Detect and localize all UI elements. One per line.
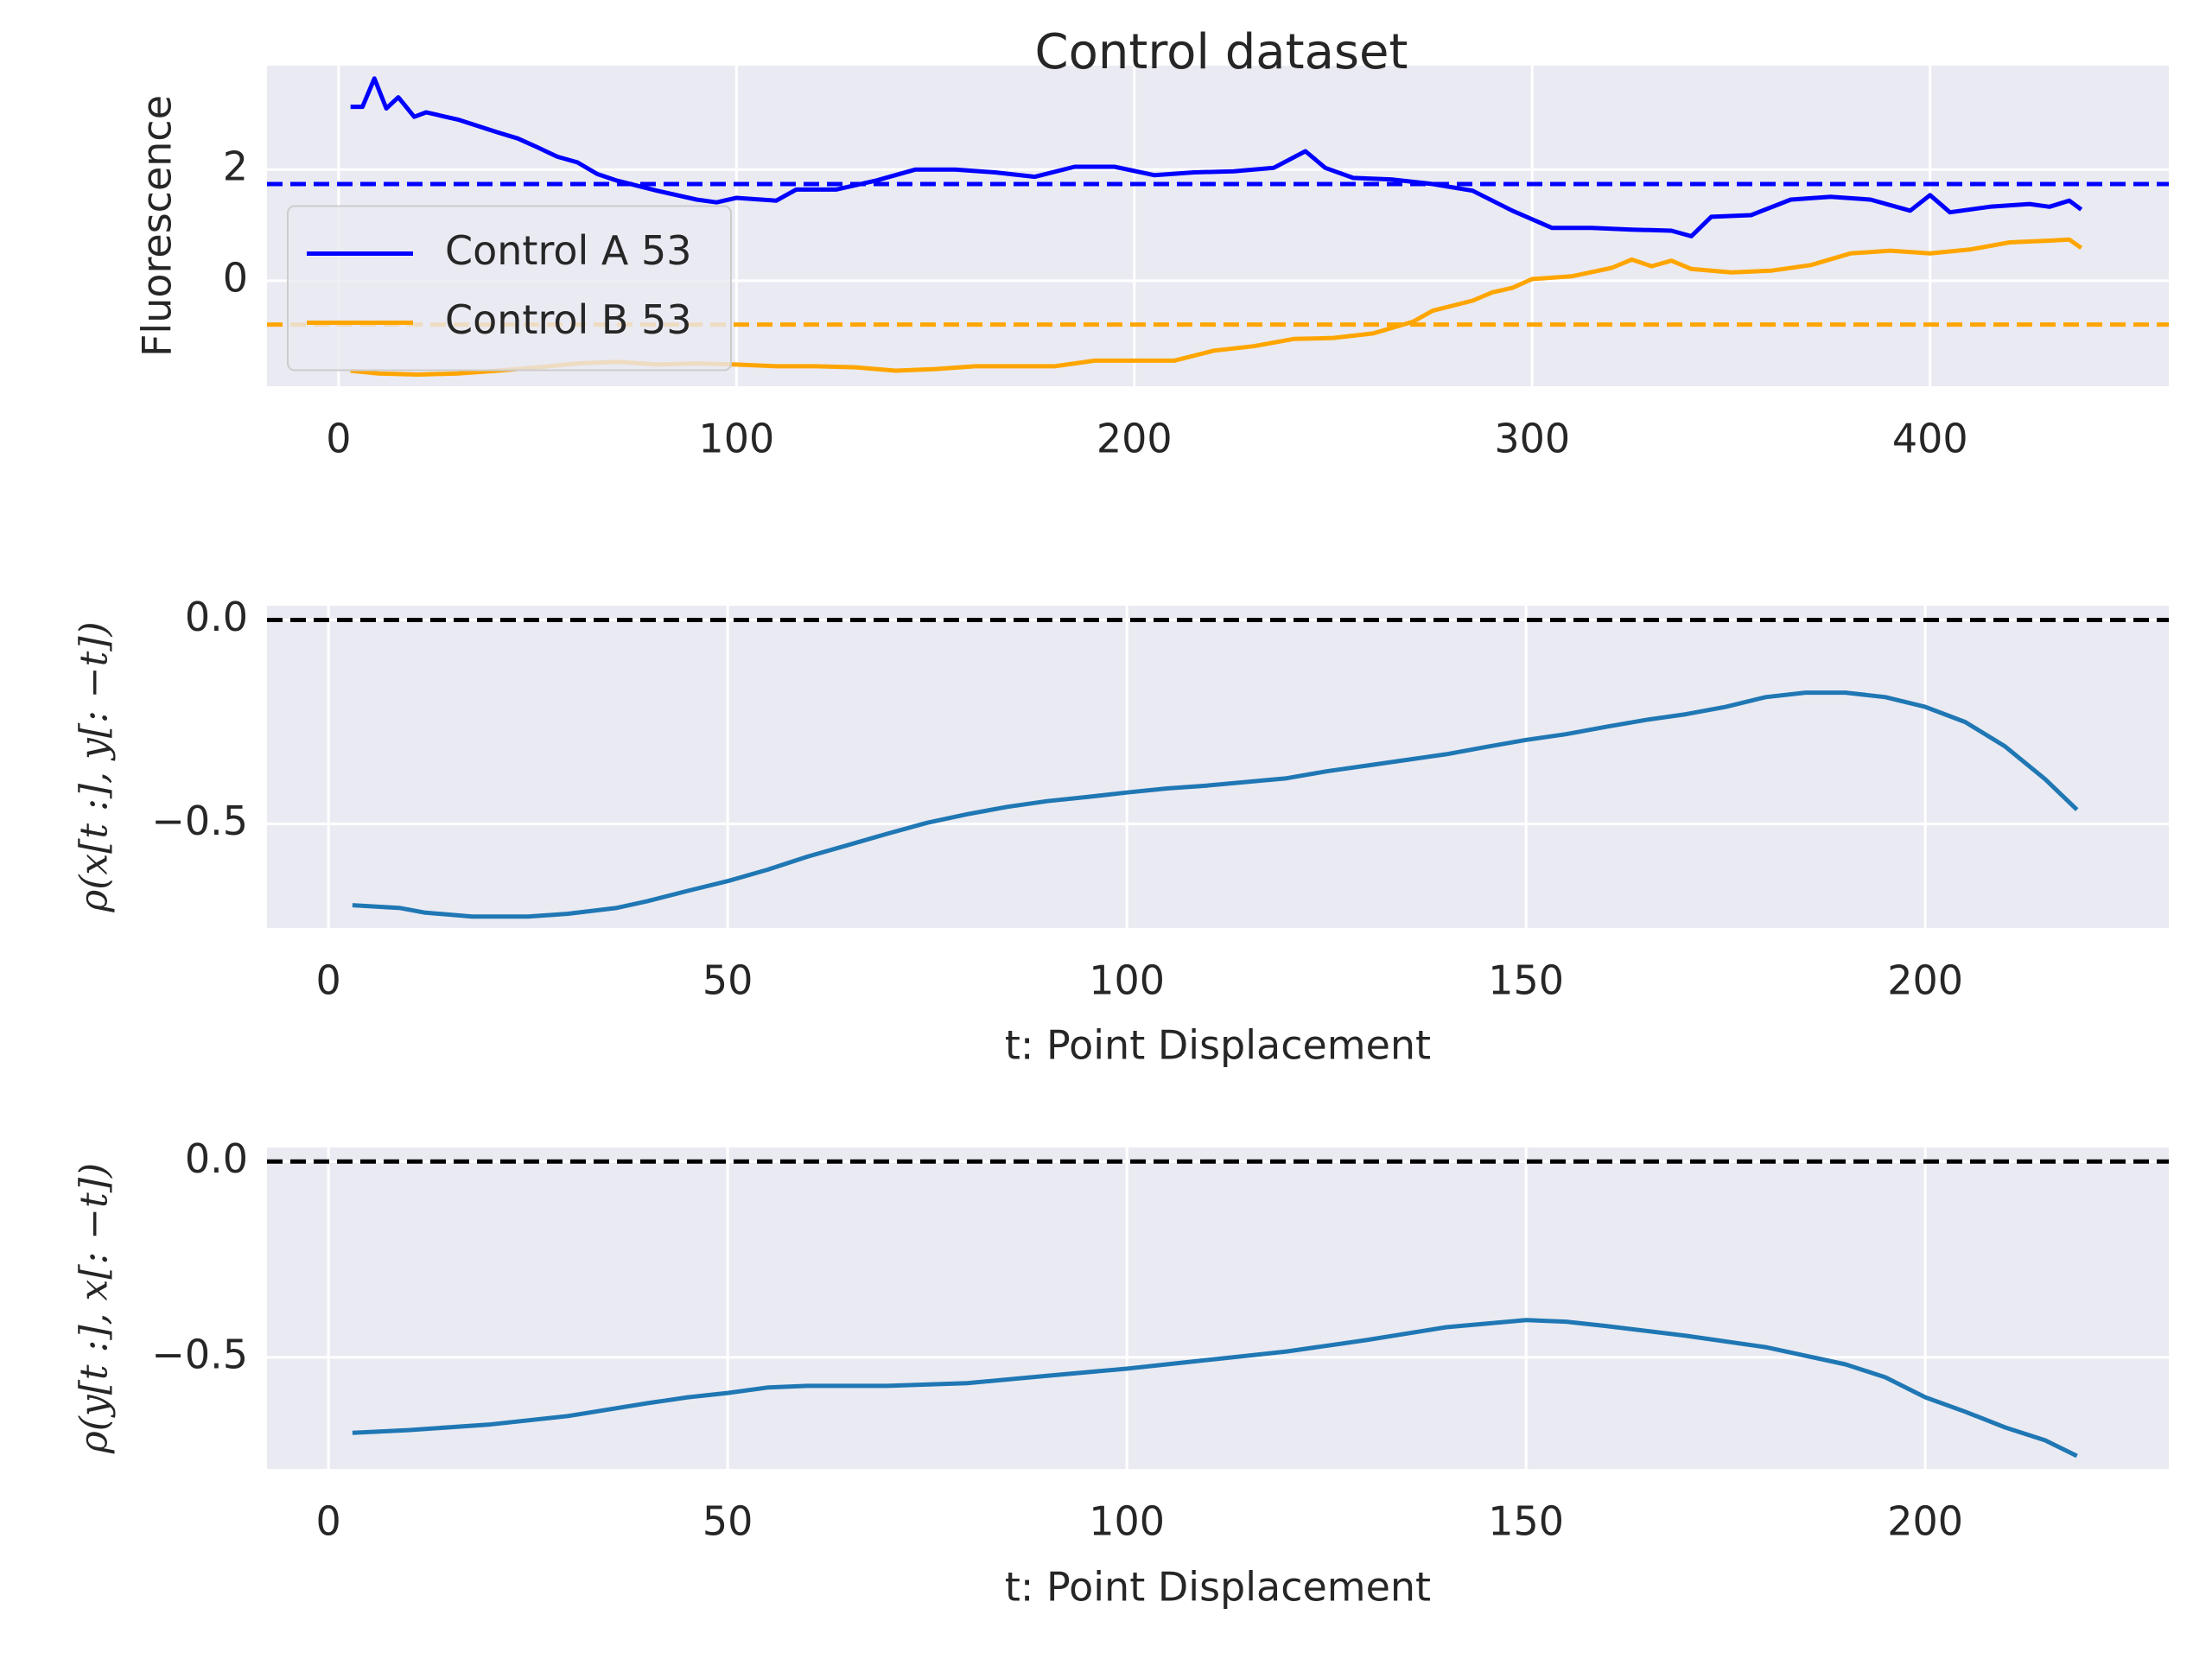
x-tick-label: 100 [1089, 957, 1165, 1004]
plot-area [267, 606, 2169, 928]
x-axis-label: t: Point Displacement [1005, 1022, 1431, 1069]
y-axis-label: ρ(y[t :], x[: −t]) [73, 1163, 117, 1454]
x-tick-label: 50 [702, 957, 753, 1004]
y-axis-label: ρ(x[t :], y[: −t]) [73, 621, 117, 912]
data-line [352, 1318, 2078, 1459]
x-tick-label: 200 [1096, 416, 1173, 462]
legend-box [287, 205, 732, 372]
x-tick-label: 400 [1892, 416, 1968, 462]
x-tick-label: 100 [1089, 1498, 1165, 1545]
y-tick-label: 0.0 [185, 594, 248, 640]
plot-area [267, 1147, 2169, 1469]
x-tick-label: 200 [1887, 957, 1963, 1004]
data-line [352, 690, 2079, 919]
y-tick-label: 2 [223, 143, 248, 190]
x-tick-label: 150 [1488, 1498, 1564, 1545]
y-tick-label: 0.0 [185, 1135, 248, 1182]
chart-title: Control dataset [1035, 24, 1408, 80]
x-tick-label: 100 [698, 416, 774, 462]
x-tick-label: 200 [1887, 1498, 1963, 1545]
legend-label: Control A 53 [445, 227, 692, 274]
legend-label: Control B 53 [445, 296, 692, 343]
data-line [350, 76, 2083, 238]
x-tick-label: 0 [326, 416, 351, 462]
x-axis-label: t: Point Displacement [1005, 1564, 1431, 1611]
x-tick-label: 300 [1494, 416, 1570, 462]
y-tick-label: −0.5 [151, 1331, 248, 1377]
x-tick-label: 150 [1488, 957, 1564, 1004]
y-tick-label: 0 [223, 254, 248, 301]
x-tick-label: 0 [316, 1498, 341, 1545]
x-tick-label: 0 [316, 957, 341, 1004]
y-axis-label: Fluorescence [134, 95, 181, 357]
y-tick-label: −0.5 [151, 798, 248, 844]
x-tick-label: 50 [702, 1498, 753, 1545]
